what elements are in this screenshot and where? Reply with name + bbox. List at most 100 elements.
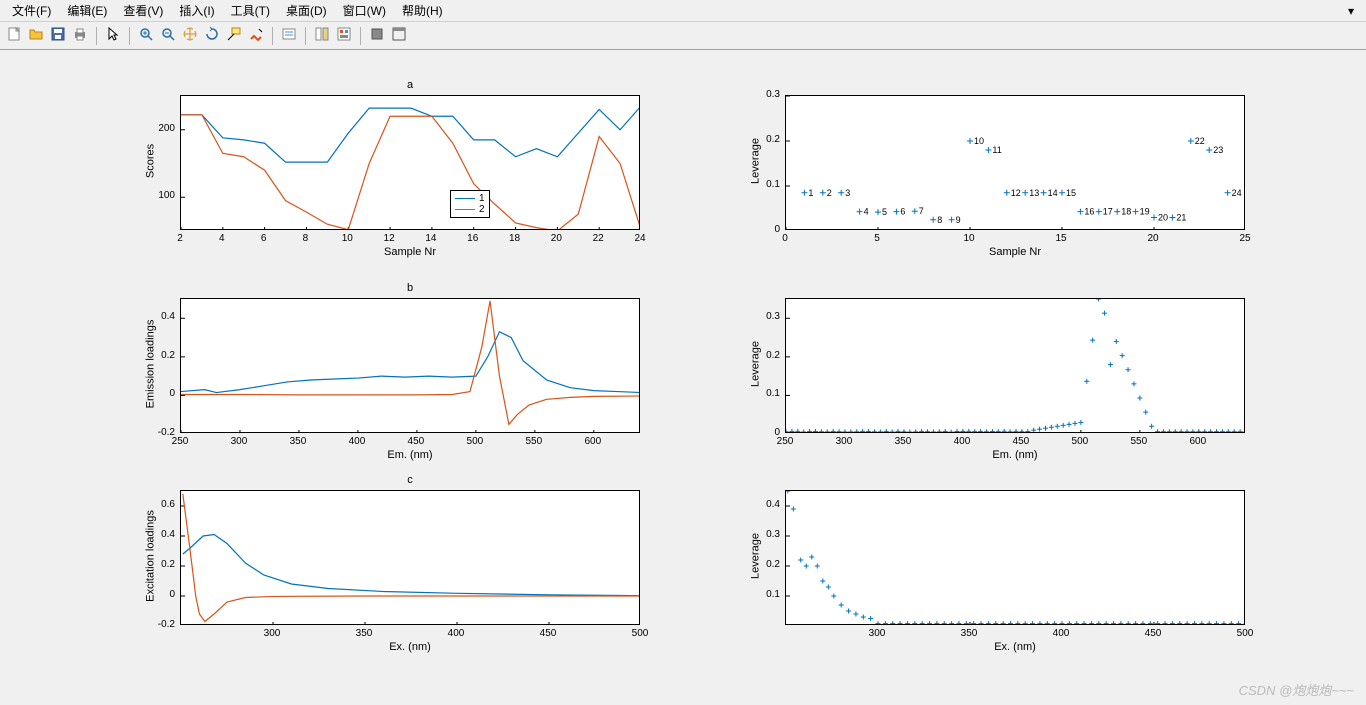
ylabel: Scores [144, 93, 156, 228]
zoom-out-button[interactable] [158, 26, 178, 46]
xtick-label: 450 [1143, 628, 1163, 639]
ytick-label: -0.2 [158, 619, 175, 630]
xlabel: Sample Nr [785, 246, 1245, 258]
watermark: CSDN @炮炮炮~~~ [1239, 680, 1354, 699]
xtick-label: 600 [1188, 436, 1208, 447]
svg-text:18: 18 [1121, 207, 1131, 217]
subplot-title: c [180, 474, 640, 486]
undock-icon [369, 26, 385, 45]
subplot-e: 25030035040045050055060000.10.20.3Em. (n… [785, 298, 1245, 433]
subplot-b: 250300350400450500550600-0.200.20.4bEm. … [180, 298, 640, 433]
xtick-label: 14 [421, 233, 441, 244]
inspect-button[interactable] [312, 26, 332, 46]
ylabel: Excitation loadings [144, 488, 156, 623]
subplot-d: 1234567891011121314151617181920212223240… [785, 95, 1245, 230]
xtick-label: 6 [254, 233, 274, 244]
rotate-button[interactable] [202, 26, 222, 46]
xlabel: Em. (nm) [785, 449, 1245, 461]
menu-file[interactable]: 文件(F) [4, 0, 59, 21]
toolbar [0, 22, 1366, 50]
ytick-label: 0.4 [161, 311, 175, 322]
menu-insert[interactable]: 插入(I) [171, 0, 222, 21]
dock-button[interactable] [389, 26, 409, 46]
zoom-out-icon [160, 26, 176, 45]
svg-text:8: 8 [937, 215, 942, 225]
ytick-label: 0.4 [161, 529, 175, 540]
inspect-icon [314, 26, 330, 45]
ylabel: Leverage [749, 296, 761, 431]
xtick-label: 550 [524, 436, 544, 447]
ytick-label: 0 [774, 224, 780, 235]
xtick-label: 600 [583, 436, 603, 447]
svg-text:4: 4 [864, 207, 869, 217]
svg-text:23: 23 [1213, 145, 1223, 155]
xtick-label: 8 [295, 233, 315, 244]
svg-text:19: 19 [1140, 207, 1150, 217]
pointer-button[interactable] [103, 26, 123, 46]
ytick-label: 0.2 [766, 350, 780, 361]
axes-c[interactable] [180, 490, 640, 625]
xtick-label: 500 [630, 628, 650, 639]
xtick-label: 4 [212, 233, 232, 244]
xtick-label: 350 [893, 436, 913, 447]
svg-text:9: 9 [956, 215, 961, 225]
ytick-label: 0.1 [766, 388, 780, 399]
menu-desktop[interactable]: 桌面(D) [278, 0, 335, 21]
print-button[interactable] [70, 26, 90, 46]
guide-button[interactable] [334, 26, 354, 46]
open-button[interactable] [26, 26, 46, 46]
xtick-label: 5 [867, 233, 887, 244]
xtick-label: 400 [1051, 628, 1071, 639]
menu-tools[interactable]: 工具(T) [223, 0, 278, 21]
svg-text:17: 17 [1103, 207, 1113, 217]
pan-button[interactable] [180, 26, 200, 46]
zoom-in-button[interactable] [136, 26, 156, 46]
axes-d[interactable]: 123456789101112131415161718192021222324 [785, 95, 1245, 230]
ytick-label: 0.2 [161, 559, 175, 570]
brush-button[interactable] [246, 26, 266, 46]
menu-help[interactable]: 帮助(H) [394, 0, 451, 21]
ytick-label: 0.4 [766, 499, 780, 510]
subplot-a: 24681012141618202224100200aSample NrScor… [180, 95, 640, 230]
ylabel: Leverage [749, 488, 761, 623]
datacursor-button[interactable] [224, 26, 244, 46]
xtick-label: 300 [229, 436, 249, 447]
print-fig-icon [281, 26, 297, 45]
menu-dropdown-icon[interactable]: ▾ [1340, 2, 1362, 20]
svg-text:12: 12 [1011, 188, 1021, 198]
menu-window[interactable]: 窗口(W) [335, 0, 394, 21]
legend[interactable]: 12 [450, 190, 490, 218]
xtick-label: 300 [867, 628, 887, 639]
undock-button[interactable] [367, 26, 387, 46]
xtick-label: 500 [465, 436, 485, 447]
datacursor-icon [226, 26, 242, 45]
axes-f[interactable] [785, 490, 1245, 625]
print-fig-button[interactable] [279, 26, 299, 46]
xtick-label: 500 [1235, 628, 1255, 639]
xlabel: Ex. (nm) [785, 641, 1245, 653]
svg-text:22: 22 [1195, 136, 1205, 146]
xtick-label: 350 [959, 628, 979, 639]
svg-text:10: 10 [974, 136, 984, 146]
svg-text:6: 6 [900, 207, 905, 217]
xtick-label: 10 [959, 233, 979, 244]
menu-edit[interactable]: 编辑(E) [59, 0, 115, 21]
menu-view[interactable]: 查看(V) [115, 0, 171, 21]
open-icon [28, 26, 44, 45]
axes-e[interactable] [785, 298, 1245, 433]
pan-icon [182, 26, 198, 45]
save-button[interactable] [48, 26, 68, 46]
xtick-label: 25 [1235, 233, 1255, 244]
xlabel: Em. (nm) [180, 449, 640, 461]
ytick-label: 0.3 [766, 311, 780, 322]
legend-label: 2 [479, 204, 485, 215]
axes-a[interactable] [180, 95, 640, 230]
new-button[interactable] [4, 26, 24, 46]
rotate-icon [204, 26, 220, 45]
xtick-label: 400 [952, 436, 972, 447]
xtick-label: 300 [834, 436, 854, 447]
xtick-label: 20 [546, 233, 566, 244]
xtick-label: 400 [446, 628, 466, 639]
xtick-label: 10 [337, 233, 357, 244]
axes-b[interactable] [180, 298, 640, 433]
